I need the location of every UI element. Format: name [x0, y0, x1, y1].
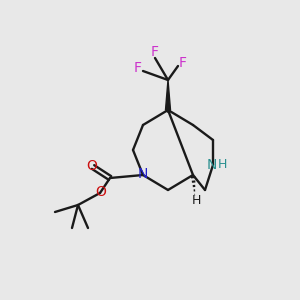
Text: F: F — [134, 61, 142, 75]
Text: F: F — [179, 56, 187, 70]
Text: N: N — [207, 158, 217, 172]
Text: H: H — [191, 194, 201, 208]
Text: F: F — [151, 45, 159, 59]
Text: H: H — [217, 158, 227, 172]
Text: N: N — [138, 167, 148, 181]
Text: O: O — [96, 185, 106, 199]
Polygon shape — [166, 80, 170, 110]
Text: O: O — [87, 159, 98, 173]
